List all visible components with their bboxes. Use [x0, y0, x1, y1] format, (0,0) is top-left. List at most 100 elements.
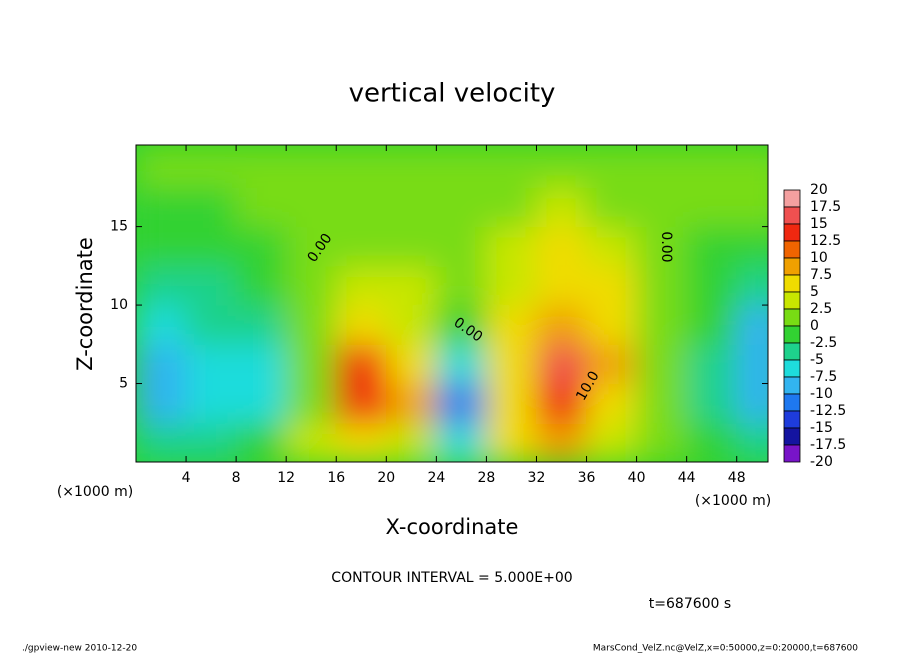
x-tick-label: 32 — [528, 470, 546, 486]
contour-interval: CONTOUR INTERVAL = 5.000E+00 — [331, 570, 572, 586]
heatmap-cell — [485, 226, 537, 267]
heatmap-cell — [285, 422, 337, 462]
x-tick-label: 28 — [478, 470, 496, 486]
heatmap-cell — [485, 383, 537, 424]
heatmap-cell — [485, 304, 537, 345]
heatmap-cell — [385, 343, 437, 385]
heatmap-cell — [535, 147, 588, 188]
heatmap-cell — [136, 422, 187, 462]
heatmap-cell — [686, 265, 738, 306]
heatmap-cell — [736, 304, 768, 345]
x-tick-label: 16 — [327, 470, 345, 486]
heatmap-cell — [185, 383, 237, 424]
heatmap-cell — [736, 422, 768, 462]
colorbar-swatch — [783, 291, 801, 310]
heatmap-cell — [636, 304, 688, 345]
heatmap-cell — [285, 147, 337, 188]
heatmap-cell — [686, 186, 738, 228]
heatmap-cell — [636, 422, 688, 462]
colorbar-swatch — [783, 325, 801, 344]
colorbar-label: -15 — [810, 420, 833, 436]
heatmap-cell — [636, 226, 688, 267]
heatmap-cell — [435, 304, 487, 345]
plot-area — [136, 145, 768, 462]
heatmap-cell — [636, 383, 688, 424]
heatmap-cell — [686, 226, 738, 267]
heatmap-cell — [435, 186, 487, 228]
heatmap-cell — [385, 186, 437, 228]
heatmap-cell — [136, 265, 187, 306]
x-tick-label: 20 — [377, 470, 395, 486]
x-unit-left: (×1000 m) — [57, 484, 133, 500]
colorbar-swatch — [783, 189, 801, 208]
heatmap-cell — [235, 186, 287, 228]
heatmap-cell — [285, 343, 337, 385]
heatmap-cell — [285, 265, 337, 306]
x-tick-label: 40 — [628, 470, 646, 486]
heatmap-cell — [636, 147, 688, 188]
heatmap-cell — [136, 343, 187, 385]
colorbar-label: 12.5 — [810, 233, 841, 249]
heatmap-cell — [136, 147, 187, 188]
heatmap-cell — [535, 343, 588, 385]
heatmap-cell — [235, 226, 287, 267]
heatmap-cell — [136, 383, 187, 424]
heatmap-cell — [586, 304, 638, 345]
heatmap-cell — [385, 226, 437, 267]
heatmap-cell — [235, 383, 287, 424]
heatmap-cell — [636, 343, 688, 385]
heatmap-cell — [285, 226, 337, 267]
footer-right: MarsCond_VelZ.nc@VelZ,x=0:50000,z=0:2000… — [593, 644, 858, 654]
heatmap-cell — [736, 186, 768, 228]
heatmap-cell — [136, 304, 187, 345]
heatmap-cell — [535, 265, 588, 306]
colorbar-swatch — [783, 308, 801, 327]
heatmap-cell — [235, 147, 287, 188]
time-label: t=687600 s — [649, 596, 731, 612]
heatmap-cell — [686, 343, 738, 385]
colorbar-label: 5 — [810, 284, 819, 300]
colorbar-label: 2.5 — [810, 301, 832, 317]
heatmap-cell — [335, 226, 387, 267]
heatmap-cell — [185, 304, 237, 345]
heatmap-cell — [535, 383, 588, 424]
y-axis-label: Z-coordinate — [73, 237, 97, 371]
colorbar-swatch — [783, 223, 801, 242]
heatmap-cell — [535, 422, 588, 462]
heatmap-cell — [136, 226, 187, 267]
colorbar-swatch — [783, 257, 801, 276]
heatmap-cell — [736, 343, 768, 385]
heatmap-cell — [185, 265, 237, 306]
footer-left: ./gpview-new 2010-12-20 — [22, 644, 137, 654]
heatmap-cell — [686, 422, 738, 462]
heatmap-cell — [586, 343, 638, 385]
colorbar-swatch — [783, 359, 801, 378]
heatmap-cell — [435, 343, 487, 385]
heatmap-cell — [535, 304, 588, 345]
heatmap-cell — [335, 383, 387, 424]
heatmap-cell — [485, 265, 537, 306]
colorbar-swatch — [783, 240, 801, 259]
x-tick-label: 24 — [427, 470, 445, 486]
heatmap-cell — [535, 226, 588, 267]
heatmap-cell — [586, 422, 638, 462]
heatmap-cell — [235, 422, 287, 462]
y-tick-label: 15 — [110, 219, 128, 235]
heatmap-cell — [385, 422, 437, 462]
heatmap-cell — [736, 265, 768, 306]
colorbar-label: -2.5 — [810, 335, 837, 351]
heatmap-cell — [335, 343, 387, 385]
colorbar-label: 15 — [810, 216, 828, 232]
heatmap-cell — [335, 147, 387, 188]
heatmap-cell — [235, 304, 287, 345]
heatmap-cell — [586, 147, 638, 188]
heatmap-cell — [535, 186, 588, 228]
heatmap-cell — [485, 147, 537, 188]
heatmap-cell — [686, 147, 738, 188]
heatmap-cell — [586, 226, 638, 267]
colorbar-swatch — [783, 444, 801, 463]
colorbar: 2017.51512.5107.552.50-2.5-5-7.5-10-12.5… — [783, 182, 846, 470]
colorbar-label: -10 — [810, 386, 833, 402]
